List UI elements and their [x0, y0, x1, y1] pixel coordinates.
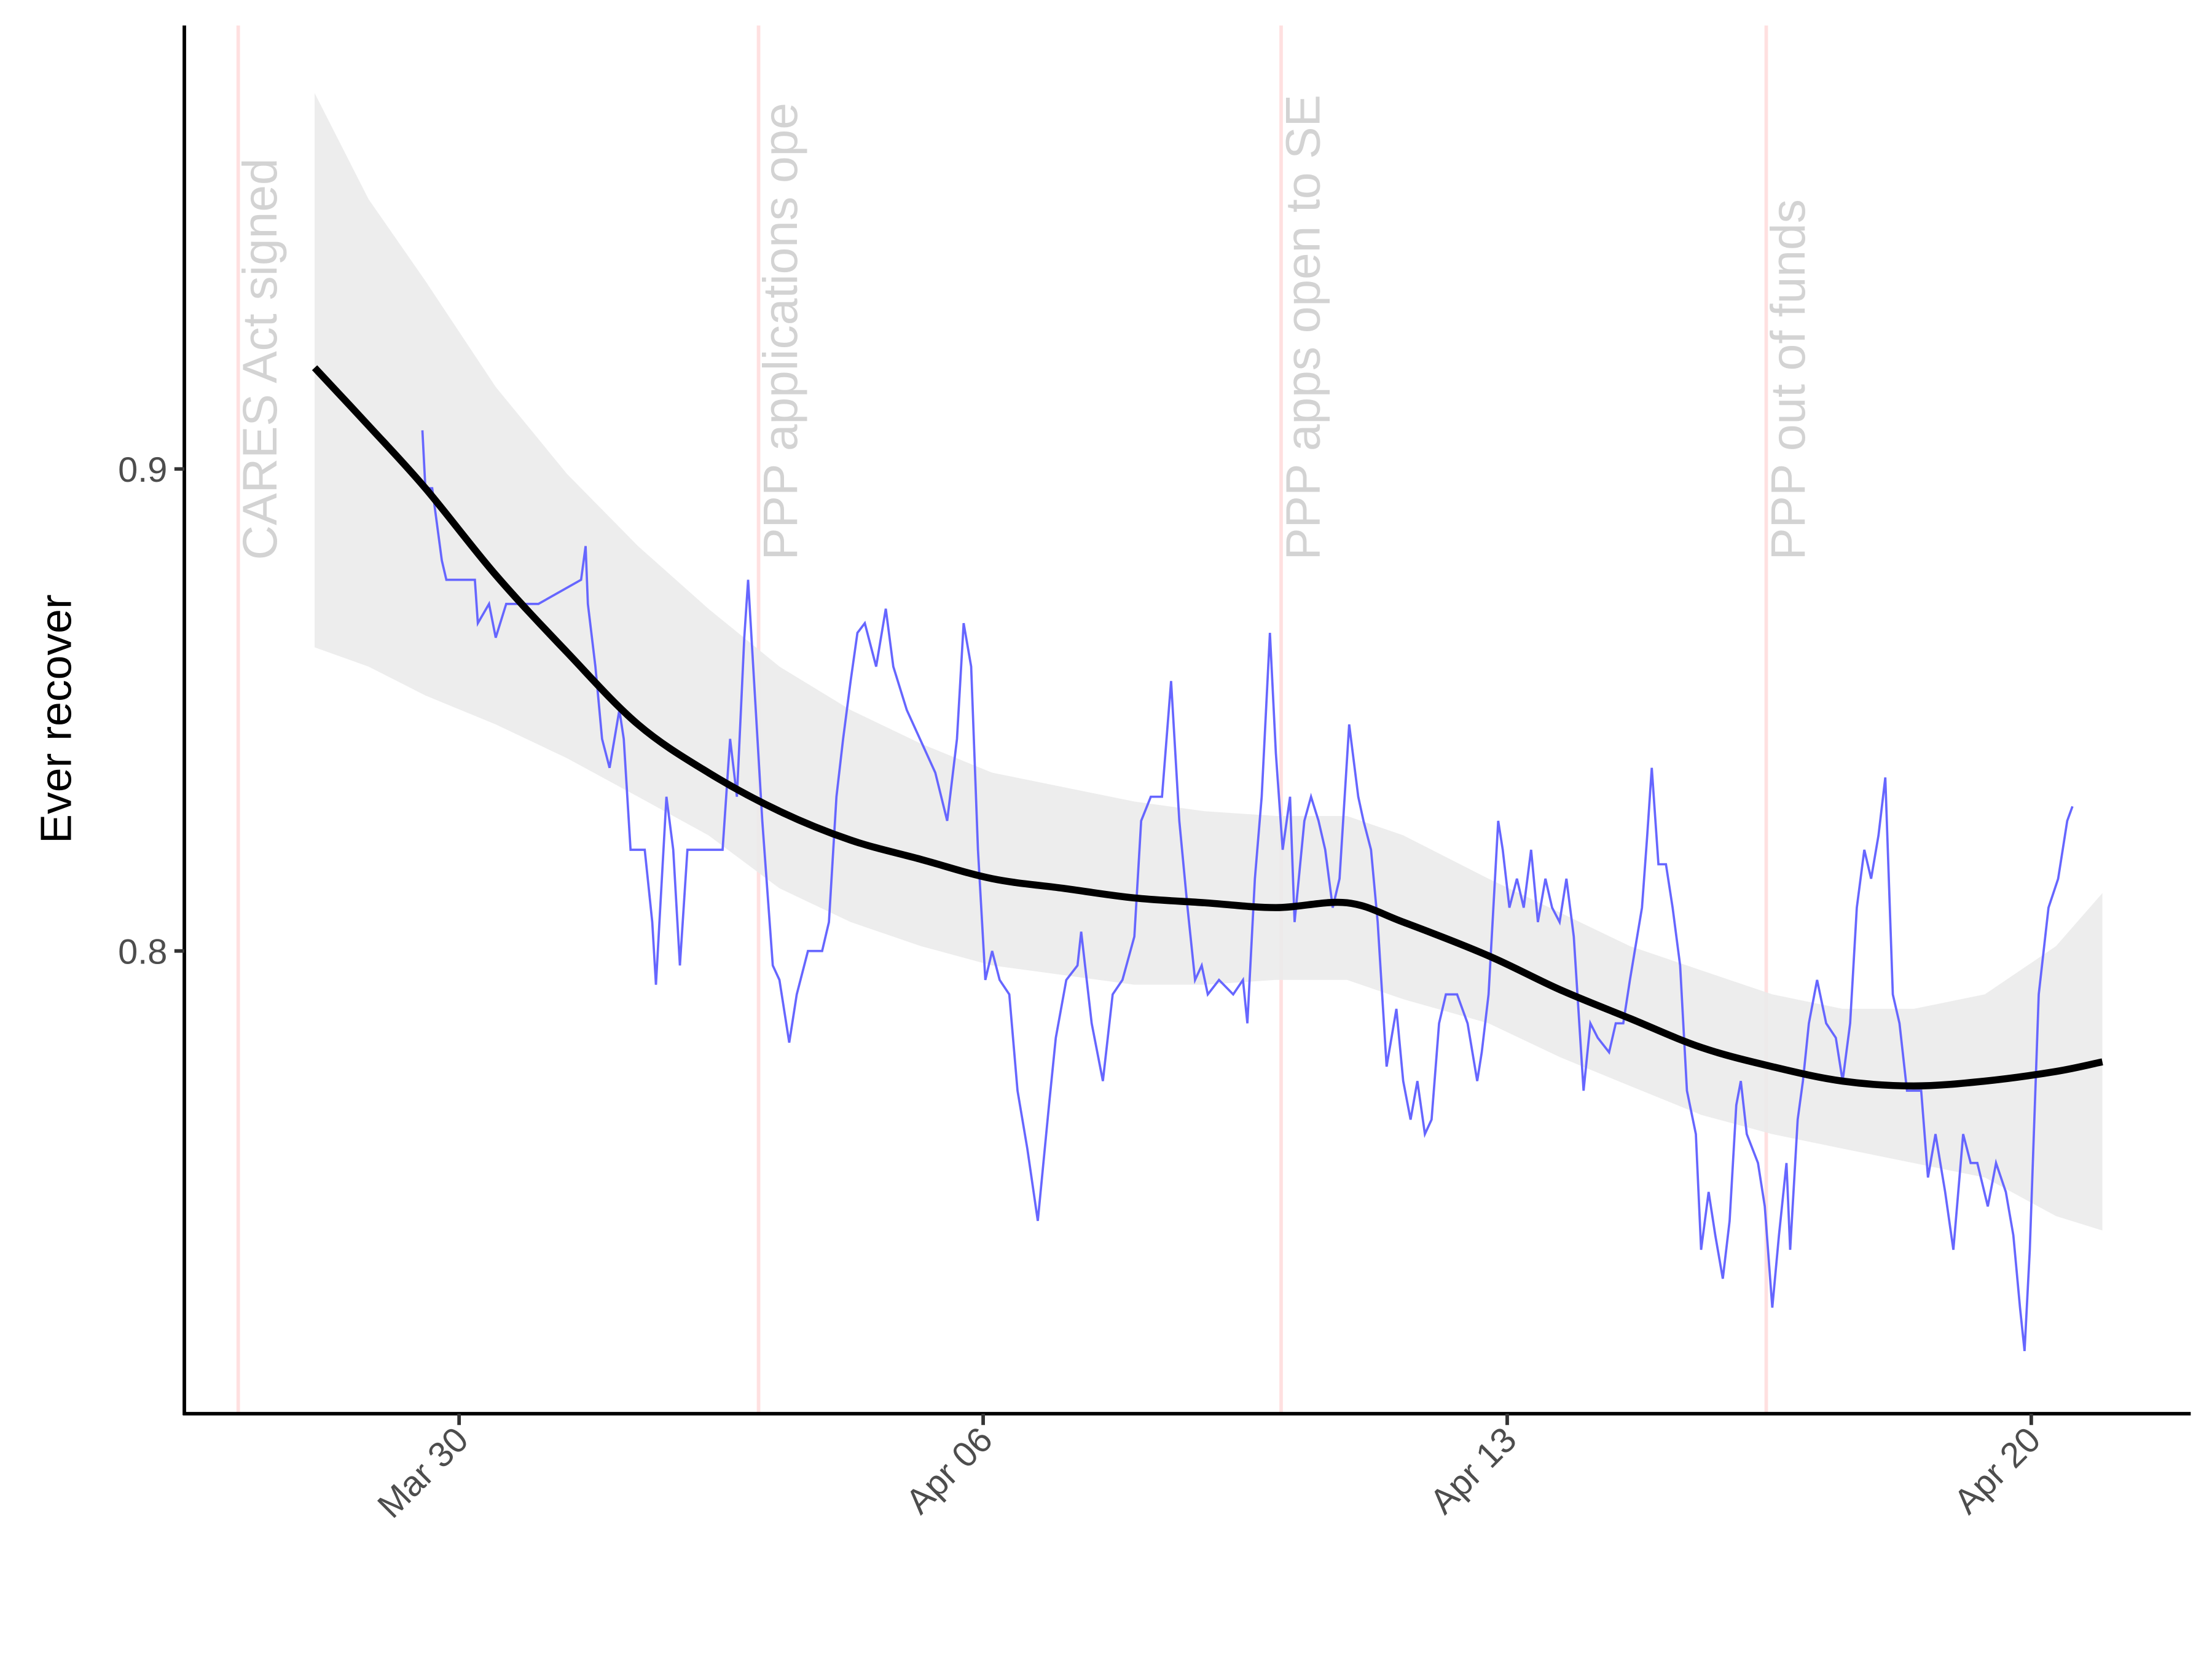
y-tick-label: 0.8: [118, 932, 167, 971]
observed-series-line: [421, 430, 2074, 1351]
x-tick-label: Mar 30: [371, 1420, 476, 1526]
event-label: CARES Act signed: [233, 158, 287, 560]
axes: 0.8 0.9 Mar 30 Apr 06 Apr 13 Apr 20: [118, 25, 2191, 1526]
x-tick-label: Apr 13: [1422, 1420, 1524, 1521]
x-tick-label: Apr 20: [1947, 1420, 2048, 1521]
y-tick-label: 0.9: [118, 450, 167, 490]
event-label: PPP apps open to SE: [1276, 95, 1330, 560]
plot-panel: CARES Act signed PPP applications ope PPP …: [233, 25, 2103, 1414]
y-axis-label: Ever recover: [31, 594, 80, 843]
confidence-band: [315, 93, 2103, 1231]
smooth-fit-line: [312, 365, 2103, 1090]
event-label: PPP out of funds: [1761, 199, 1815, 560]
x-tick-label: Apr 06: [898, 1420, 1000, 1521]
event-label: PPP applications ope: [753, 103, 807, 560]
